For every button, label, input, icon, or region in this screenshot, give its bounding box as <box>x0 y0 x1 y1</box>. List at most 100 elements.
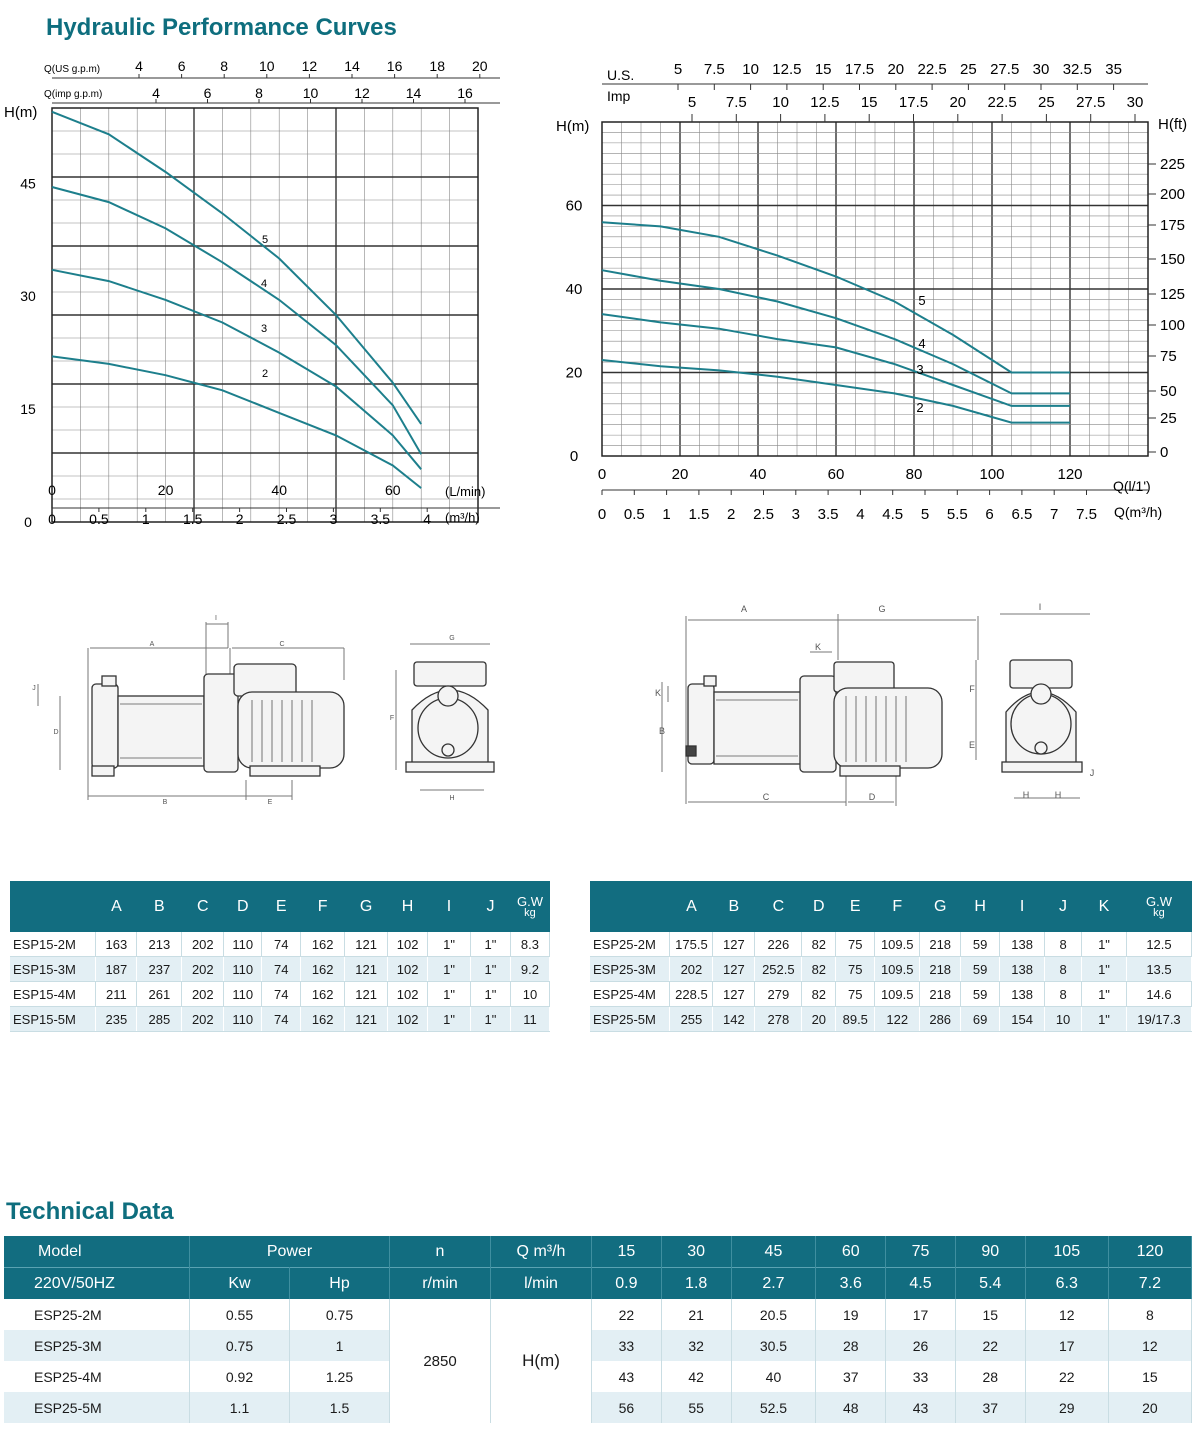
esp15-m3h-tick: 3.5 <box>371 511 391 527</box>
dimension-cell: 59 <box>960 956 1001 982</box>
head-value-cell: 43 <box>591 1361 662 1392</box>
dimension-cell: 213 <box>136 932 183 957</box>
model-cell: ESP25-4M <box>4 1361 190 1392</box>
esp25-imp-tick: 17.5 <box>899 94 928 111</box>
head-value-cell: 8 <box>1108 1299 1193 1330</box>
esp25-curve-label: 5 <box>918 293 925 308</box>
dimension-cell: 122 <box>874 1006 921 1032</box>
esp25-m3h-tick: 7.5 <box>1076 506 1097 523</box>
esp25-imp-tick: 10 <box>772 94 789 111</box>
esp15-m3h-tick: 1.5 <box>183 511 203 527</box>
dim-header-I: I <box>427 881 471 932</box>
kw-cell: 0.92 <box>189 1361 290 1392</box>
dimension-cell: 74 <box>261 981 302 1007</box>
head-value-cell: 55 <box>661 1392 732 1423</box>
esp15-us-gpm-tick: 14 <box>344 58 360 74</box>
dimension-cell: 121 <box>344 956 389 982</box>
esp15-m3h-tick: 2 <box>236 511 244 527</box>
dimension-cell: 102 <box>387 956 429 982</box>
esp25-x-tick: 20 <box>672 466 689 483</box>
dimension-cell: 163 <box>95 932 138 957</box>
hp-cell: 1.5 <box>289 1392 390 1423</box>
esp25-plot-frame <box>601 121 1149 457</box>
drawing-dimension-label: J <box>1090 768 1095 778</box>
esp25-m3h-tick: 5.5 <box>947 506 968 523</box>
drawing-dimension-label: A <box>741 604 747 614</box>
esp25-y-tick: 20 <box>566 365 583 382</box>
dimension-cell: 75 <box>835 956 876 982</box>
esp25-y2-tick: 200 <box>1160 186 1185 203</box>
dim-table-row: ESP25-5M 255 142 278 20 89.5 122 286 69 154 10 1" 19… <box>590 1006 1193 1032</box>
dimension-cell: 59 <box>960 932 1001 957</box>
esp25-us-tick: 10 <box>742 61 759 78</box>
esp25-curve-3 <box>601 313 1070 407</box>
dim-table-row: ESP15-3M 187 237 202 110 74 162 121 102 1" 1" 9.2 <box>10 956 551 982</box>
head-value-cell: 32 <box>661 1330 732 1361</box>
dimension-cell: 127 <box>712 981 756 1007</box>
esp25-m3h-tick: 6 <box>985 506 993 523</box>
esp25-m3h-tick: 2 <box>727 506 735 523</box>
technical-data-heading: Technical Data <box>6 1198 174 1225</box>
dimension-cell: 1" <box>427 932 471 957</box>
power-header: Power <box>189 1236 390 1268</box>
esp25-m3h-tick: 0 <box>598 506 606 523</box>
dim-header-C: C <box>181 881 224 932</box>
esp25-y2-tick: 225 <box>1160 156 1185 173</box>
dim-header-D: D <box>801 881 836 932</box>
esp25-y2-tick: 150 <box>1160 251 1185 268</box>
model-cell: ESP25-2M <box>590 932 671 957</box>
dimension-cell: 1" <box>1081 956 1127 982</box>
esp15-curve-label: 4 <box>261 278 267 290</box>
esp25-us-tick: 35 <box>1105 61 1122 78</box>
esp15-x-tick: 20 <box>158 482 174 498</box>
esp25-imp-tick: 5 <box>688 94 696 111</box>
esp25-us-tick: 22.5 <box>917 61 946 78</box>
dim-header-G: G <box>344 881 388 932</box>
drawing-dimension-label: K <box>815 642 821 652</box>
dimension-cell: 8 <box>1044 956 1083 982</box>
dimension-cell: 162 <box>300 932 346 957</box>
dimension-cell: 121 <box>344 932 389 957</box>
technical-header-row-1: Model Power n Q m³/h 15 30 45 60 75 90 1… <box>4 1236 1193 1268</box>
esp25-us-label: U.S. <box>607 67 634 83</box>
dimension-cell: 82 <box>801 956 837 982</box>
esp25-imp-tick: 27.5 <box>1076 94 1105 111</box>
dimension-cell: 202 <box>181 1006 225 1032</box>
dim-header-F: F <box>874 881 920 932</box>
dim-header-E: E <box>261 881 301 932</box>
dimension-cell: 74 <box>261 1006 302 1032</box>
gw-label: G.W <box>516 893 543 909</box>
esp15-imp-gpm-tick: 8 <box>255 85 263 101</box>
head-value-cell: 21 <box>661 1299 732 1330</box>
esp15-curve-label: 2 <box>262 368 268 380</box>
esp25-y-tick: 60 <box>566 198 583 215</box>
esp25-m3h-tick: 7 <box>1050 506 1058 523</box>
esp15-y-tick: 45 <box>20 175 36 191</box>
esp15-us-gpm-tick: 12 <box>302 58 318 74</box>
esp25-m3h-label: Q(m³/h) <box>1114 504 1162 520</box>
dimension-cell: 142 <box>712 1006 756 1032</box>
drawing-dimension-label: I <box>1039 602 1042 612</box>
drawing-dimension-label: A <box>150 641 155 648</box>
dimension-cell: 109.5 <box>874 932 921 957</box>
dimension-cell: 102 <box>387 1006 429 1032</box>
esp25-dimension-drawing: A G I K K B F E C D H H J <box>655 602 1095 806</box>
head-value-cell: 42 <box>661 1361 732 1392</box>
esp25-us-tick: 25 <box>960 61 977 78</box>
dimension-cell: 202 <box>181 956 225 982</box>
esp15-m3h-tick: 0.5 <box>89 511 109 527</box>
dimension-cell: 89.5 <box>835 1006 876 1032</box>
esp25-curve-5 <box>601 221 1070 374</box>
head-value-cell: 30.5 <box>731 1330 817 1361</box>
dimension-cell: 162 <box>300 981 346 1007</box>
dimension-cell: 110 <box>223 932 263 957</box>
model-header: Model <box>4 1236 190 1268</box>
head-value-cell: 28 <box>815 1330 887 1361</box>
esp25-m3h-tick: 2.5 <box>753 506 774 523</box>
head-value-cell: 15 <box>1108 1361 1193 1392</box>
model-cell: ESP15-4M <box>10 981 97 1007</box>
flow-m3h-value: 5.4 <box>955 1267 1026 1299</box>
esp25-imp-label: Imp <box>607 88 631 104</box>
flow-m3h-value: 2.7 <box>731 1267 817 1299</box>
esp25-x-tick: 40 <box>750 466 767 483</box>
